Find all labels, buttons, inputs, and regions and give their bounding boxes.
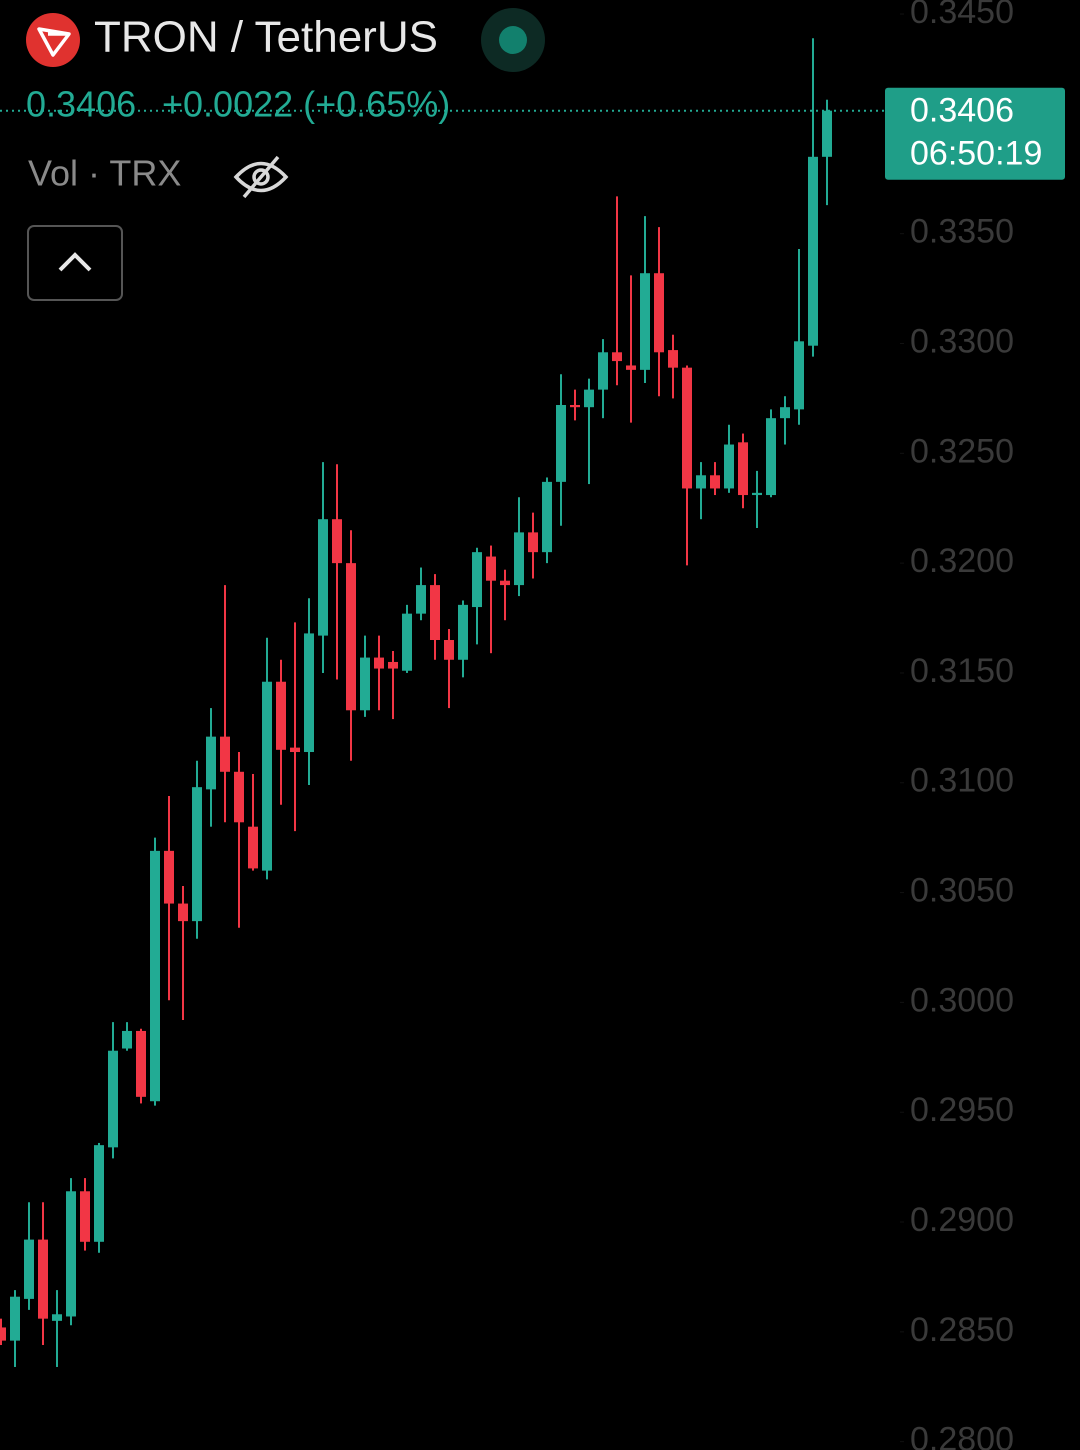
- candle-body: [430, 585, 440, 641]
- candle-body: [794, 341, 804, 410]
- candle-body: [640, 273, 650, 370]
- last-price-box: [885, 87, 1065, 180]
- hide-volume-button[interactable]: [233, 155, 289, 199]
- y-tick-label: 0.2800: [910, 1421, 1014, 1450]
- tron-logo: [26, 13, 80, 67]
- y-tick-label: 0.3100: [910, 762, 1014, 800]
- header-change: +0.0022 (+0.65%): [162, 84, 450, 125]
- candle-body: [458, 604, 468, 660]
- candle-body: [444, 640, 454, 660]
- y-tick-label: 0.3200: [910, 542, 1014, 580]
- y-tick-label: 0.3450: [910, 0, 1014, 31]
- candle-body: [24, 1239, 34, 1299]
- candle-body: [276, 681, 286, 750]
- price-marker: 0.3406 06:50:19: [0, 87, 1065, 180]
- candle-body: [766, 418, 776, 496]
- candle-body: [136, 1030, 146, 1097]
- candle-body: [570, 404, 580, 408]
- candle-body: [402, 613, 412, 671]
- candle-body: [192, 787, 202, 922]
- chart-title: TRON / TetherUS: [94, 13, 438, 62]
- y-tick-label: 0.3250: [910, 432, 1014, 470]
- last-price-label: 0.3406: [910, 92, 1014, 130]
- candle-body: [654, 273, 664, 353]
- logo-mark: [37, 27, 71, 57]
- candle-body: [318, 519, 328, 636]
- candle-body: [66, 1191, 76, 1317]
- candle-body: [332, 519, 342, 564]
- candle-body: [178, 903, 188, 922]
- candle-body: [304, 633, 314, 753]
- header-price: 0.3406: [26, 84, 136, 125]
- candle-body: [150, 850, 160, 1102]
- candle-body: [542, 481, 552, 553]
- y-tick-label: 0.2850: [910, 1311, 1014, 1349]
- candle-body: [612, 352, 622, 362]
- candle-body: [556, 404, 566, 482]
- candle-body: [94, 1145, 104, 1242]
- candle-body: [752, 492, 762, 496]
- collapse-box[interactable]: [27, 225, 123, 301]
- logo-circle: [26, 13, 80, 67]
- candle-body: [626, 365, 636, 370]
- candle-body: [486, 556, 496, 581]
- candle-body: [780, 407, 790, 419]
- candle-body: [220, 736, 230, 772]
- status-dot: [499, 26, 527, 54]
- candle-body: [822, 110, 832, 157]
- candle-body: [262, 681, 272, 871]
- candle-body: [10, 1296, 20, 1341]
- chevron-up[interactable]: [58, 252, 92, 272]
- y-tick-label: 0.2950: [910, 1091, 1014, 1129]
- candle-body: [528, 532, 538, 553]
- candle-body: [0, 1327, 6, 1341]
- volume-label: Vol · TRX: [28, 153, 181, 194]
- candle-body: [668, 350, 678, 368]
- candle-body: [108, 1050, 118, 1148]
- candle-body: [682, 367, 692, 489]
- candle-body: [374, 657, 384, 669]
- candle-body: [710, 475, 720, 489]
- countdown-label: 06:50:19: [910, 135, 1042, 173]
- plot: [0, 38, 832, 1367]
- candle-body: [388, 661, 398, 669]
- candle-body: [122, 1030, 132, 1049]
- candle-body: [38, 1239, 48, 1319]
- candle-body: [234, 771, 244, 823]
- candle-body: [206, 736, 216, 790]
- candle-body: [598, 352, 608, 390]
- collapse-button[interactable]: [27, 225, 123, 301]
- candle-body: [500, 580, 510, 586]
- candle-body: [738, 442, 748, 496]
- y-tick-label: 0.2900: [910, 1201, 1014, 1239]
- eye-pupil[interactable]: [252, 168, 270, 186]
- y-tick-label: 0.3300: [910, 322, 1014, 360]
- candle-body: [696, 475, 706, 489]
- candle-body: [584, 389, 594, 408]
- candle-body: [472, 552, 482, 608]
- candle-body: [80, 1191, 90, 1242]
- candle-body: [808, 156, 818, 346]
- candle-body: [248, 826, 258, 869]
- eye-slash[interactable]: [242, 155, 280, 199]
- candle-body: [724, 444, 734, 489]
- candle-body: [346, 563, 356, 711]
- candle-body: [164, 850, 174, 904]
- candle-body: [52, 1314, 62, 1321]
- candle-body: [290, 747, 300, 753]
- y-tick-label: 0.3350: [910, 213, 1014, 251]
- candle-body: [514, 532, 524, 586]
- y-tick-label: 0.3000: [910, 981, 1014, 1019]
- candle-body: [360, 657, 370, 711]
- y-axis: 0.34500.34000.33500.33000.32500.32000.31…: [900, 0, 1014, 1450]
- candle-body: [416, 585, 426, 614]
- y-tick-label: 0.3150: [910, 652, 1014, 690]
- y-tick-label: 0.3050: [910, 872, 1014, 910]
